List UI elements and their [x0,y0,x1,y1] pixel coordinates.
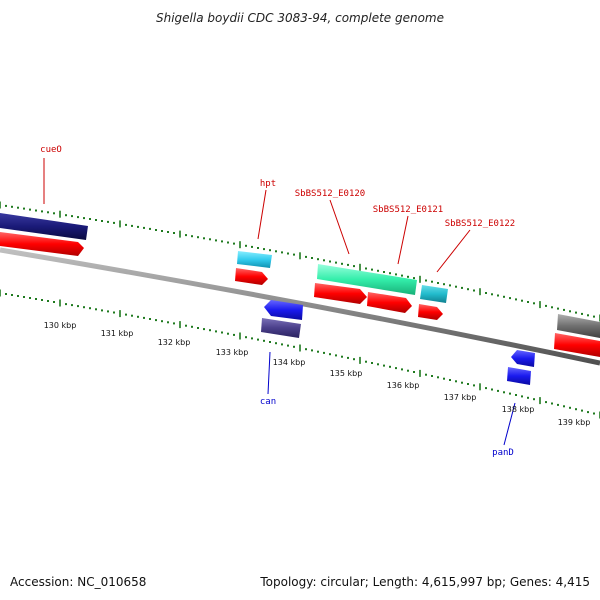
ruler-label-139: 139 kbp [558,418,591,427]
ruler-label-130: 130 kbp [44,321,77,330]
gene-label-e0121[interactable]: SbBS512_E0121 [373,205,443,215]
cds-feature-e0122[interactable] [418,304,443,320]
SbBS512-E0122-feature[interactable] [420,285,448,303]
SbBS512-E0120-feature[interactable] [317,264,417,295]
blue-feature-lower[interactable] [507,367,531,385]
feature-track [0,213,600,385]
ruler-label-134: 134 kbp [273,358,306,367]
ruler-label-136: 136 kbp [387,381,420,390]
ruler-label-138: 138 kbp [502,405,535,414]
forward-tick-track [0,201,600,322]
genome-summary-text: Topology: circular; Length: 4,615,997 bp… [259,575,590,589]
accession-text: Accession: NC_010658 [10,575,146,589]
cds-feature-left[interactable] [0,232,84,256]
ruler-label-137: 137 kbp [444,393,477,402]
gene-label-can[interactable]: can [260,397,276,407]
panD-feature[interactable] [511,350,535,367]
cds-feature-e0120[interactable] [314,283,367,304]
gene-label-cueO[interactable]: cueO [40,145,62,155]
gene-labels: cueO hpt SbBS512_E0120 SbBS512_E0121 SbB… [40,145,515,458]
ruler-labels: 130 kbp 131 kbp 132 kbp 133 kbp 134 kbp … [44,321,591,427]
ruler-label-133: 133 kbp [216,348,249,357]
reverse-tick-track [0,289,600,419]
genome-backbone [0,247,600,366]
ruler-label-135: 135 kbp [330,369,363,378]
cds-feature-hpt[interactable] [235,268,268,285]
gene-label-e0122[interactable]: SbBS512_E0122 [445,219,515,229]
cds-feature-e0121[interactable] [367,292,412,313]
ruler-label-131: 131 kbp [101,329,134,338]
can-feature[interactable] [264,300,303,320]
ruler-label-132: 132 kbp [158,338,191,347]
gene-label-e0120[interactable]: SbBS512_E0120 [295,189,365,199]
cds-feature-right[interactable] [554,333,600,357]
hpt-feature[interactable] [237,251,272,268]
gray-feature-right[interactable] [557,314,600,338]
cueO-feature[interactable] [0,213,88,240]
slate-feature[interactable] [261,318,301,338]
gene-label-hpt[interactable]: hpt [260,179,276,189]
label-leaders [43,158,516,446]
gene-label-panD[interactable]: panD [492,448,514,458]
map-title: Shigella boydii CDC 3083-94, complete ge… [156,11,444,25]
